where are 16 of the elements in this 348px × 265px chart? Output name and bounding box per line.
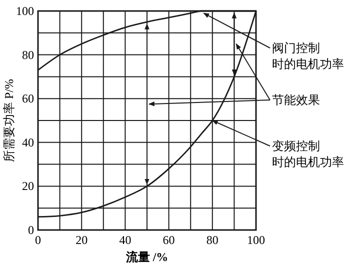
x-tick-label: 80 (206, 233, 218, 247)
x-tick-label: 40 (119, 233, 132, 247)
y-tick-label: 0 (28, 223, 34, 237)
y-tick-label: 40 (22, 135, 34, 150)
x-axis-title: 流量 /% (124, 250, 168, 264)
x-tick-label: 60 (162, 233, 175, 247)
y-tick-label: 20 (22, 179, 34, 194)
x-tick-label: 100 (247, 233, 265, 247)
annotation: 变频控制时的电机功率 (272, 139, 344, 169)
annotation: 阀门控制时的电机功率 (272, 41, 344, 71)
y-tick-label: 60 (22, 92, 34, 106)
y-axis-title: 所需要功率 P/% (2, 78, 16, 162)
y-tick-label: 80 (22, 48, 34, 62)
x-tick-label: 20 (76, 233, 88, 247)
text: 节能效果 (272, 93, 320, 107)
y-tick-label: 100 (16, 4, 34, 18)
